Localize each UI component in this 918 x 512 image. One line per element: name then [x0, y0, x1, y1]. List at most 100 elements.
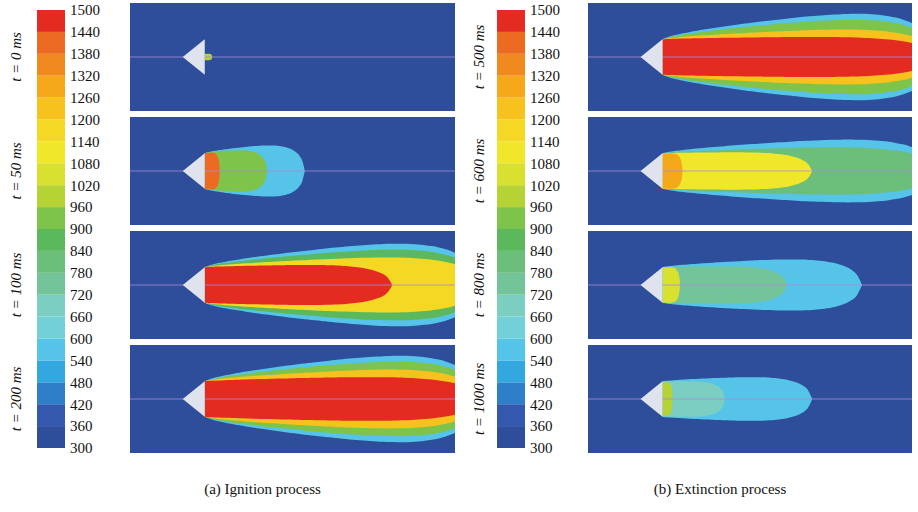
- tick: 540: [65, 353, 93, 369]
- tick: 1320: [525, 68, 560, 84]
- tick-label: 600: [530, 331, 553, 347]
- tick: 720: [525, 287, 553, 303]
- colorbar-band: [497, 120, 525, 142]
- tick: 1500: [65, 2, 100, 18]
- tick-label: 1320: [70, 68, 100, 84]
- tick: 480: [525, 375, 553, 391]
- panel-label: t = 200 ms: [8, 366, 24, 431]
- tick-label: 1440: [530, 24, 560, 40]
- colorbar-band: [37, 317, 65, 339]
- colorbar-band: [37, 426, 65, 448]
- centre-line: [588, 285, 912, 286]
- tick-label: 1500: [530, 2, 560, 18]
- tick-label: 960: [70, 199, 93, 215]
- colorbar-band: [37, 404, 65, 426]
- tick-label: 780: [530, 265, 553, 281]
- colorbar-axis: 3003604204805406006607207808409009601020…: [525, 2, 560, 456]
- flame: [588, 377, 912, 421]
- tick: 720: [65, 287, 93, 303]
- tick: 1320: [65, 68, 100, 84]
- colorbar-band: [37, 76, 65, 98]
- centre-line: [588, 57, 912, 58]
- tick: 1140: [525, 134, 559, 150]
- tick: 900: [525, 221, 553, 237]
- colorbar-band: [497, 207, 525, 229]
- tick: 1500: [525, 2, 560, 18]
- bluff-body: [641, 39, 663, 75]
- tick-label: 960: [530, 199, 553, 215]
- tick: 1380: [525, 46, 560, 62]
- tick-label: 900: [70, 221, 93, 237]
- tick-label: 1020: [530, 178, 560, 194]
- tick-label: 720: [70, 287, 93, 303]
- tick: 1200: [525, 112, 560, 128]
- colorbar-band: [497, 426, 525, 448]
- tick: 1200: [65, 112, 100, 128]
- tick-label: 480: [530, 375, 553, 391]
- colorbar-band: [497, 339, 525, 361]
- colorbar-band: [497, 32, 525, 54]
- tick-label: 360: [530, 418, 553, 434]
- tick: 1380: [65, 46, 100, 62]
- figure: 300 360 420 480 540 600 660 720 780 840 900 960 1020…: [0, 0, 918, 512]
- bluff-body: [641, 267, 663, 303]
- tick: 600: [525, 331, 553, 347]
- tick: 960: [525, 199, 553, 215]
- centre-line: [130, 399, 455, 400]
- colorbar-band: [37, 229, 65, 251]
- panel: t = 600 ms: [471, 117, 918, 225]
- tick: 420: [525, 397, 553, 413]
- panel: t = 50 ms: [8, 117, 455, 225]
- tick-label: 1140: [70, 134, 99, 150]
- bluff-body: [183, 39, 205, 75]
- flame: [130, 145, 455, 196]
- tick-label: 1380: [70, 46, 100, 62]
- tick: 780: [525, 265, 553, 281]
- tick: 360: [65, 418, 93, 434]
- colorbar-band: [37, 295, 65, 317]
- colorbar-band: [37, 207, 65, 229]
- tick: 1080: [525, 156, 560, 172]
- tick: 660: [65, 309, 93, 325]
- colorbar-band: [37, 251, 65, 273]
- colorbar-axis-line: [65, 11, 66, 449]
- colorbar-band: [497, 185, 525, 207]
- colorbar-band: [37, 339, 65, 361]
- tick-label: 540: [70, 353, 93, 369]
- tick-label: 1320: [530, 68, 560, 84]
- tick-label: 1500: [70, 2, 100, 18]
- tick: 540: [525, 353, 553, 369]
- tick-label: 300: [70, 440, 93, 456]
- panel-background: [130, 117, 455, 225]
- flame: [588, 14, 912, 100]
- tick-label: 1380: [530, 46, 560, 62]
- tick: 1440: [65, 24, 100, 40]
- bluff-body: [183, 267, 205, 303]
- panel-background: [588, 117, 912, 225]
- tick-label: 480: [70, 375, 93, 391]
- panel: t = 200 ms: [8, 345, 480, 453]
- centre-line: [588, 399, 912, 400]
- tick-label: 1260: [70, 90, 100, 106]
- colorbar: 3003604204805406006607207808409009601020…: [497, 2, 560, 456]
- panel-label: t = 800 ms: [471, 252, 487, 317]
- colorbar-band: [497, 141, 525, 163]
- flame: [588, 140, 912, 203]
- centre-line: [588, 171, 912, 172]
- tick: 480: [65, 375, 93, 391]
- colorbar-band: [497, 382, 525, 404]
- tick: 1020: [525, 178, 560, 194]
- tick: 1260: [65, 90, 100, 106]
- panel-label: t = 1000 ms: [471, 363, 487, 435]
- tick: 300: [525, 440, 553, 456]
- tick: 840: [65, 243, 93, 259]
- tick-label: 300: [530, 440, 553, 456]
- tick: 1260: [525, 90, 560, 106]
- colorbar-band: [37, 54, 65, 76]
- panel-label: t = 0 ms: [8, 32, 24, 82]
- tick-label: 420: [530, 397, 553, 413]
- tick-label: 780: [70, 265, 93, 281]
- colorbar-band: [497, 404, 525, 426]
- tick-label: 1440: [70, 24, 100, 40]
- tick: 420: [65, 397, 93, 413]
